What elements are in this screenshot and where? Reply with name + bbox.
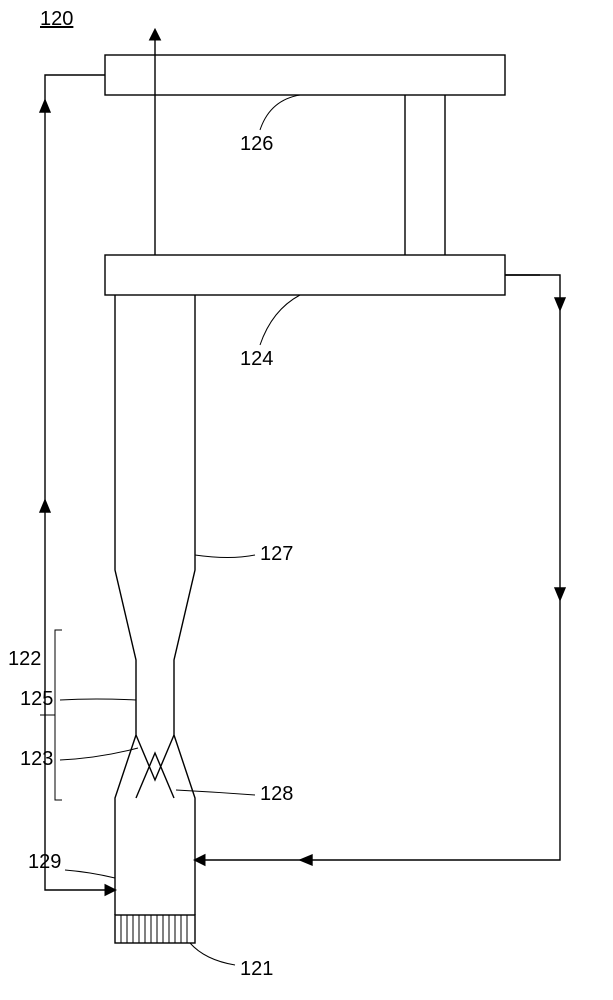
label-120: 120: [40, 8, 73, 30]
label-126: 126: [240, 133, 273, 155]
label-128: 128: [260, 783, 293, 805]
label-122: 122: [8, 648, 41, 670]
label-125: 125: [20, 688, 53, 710]
label-123: 123: [20, 748, 53, 770]
label-121: 121: [240, 958, 273, 980]
label-127: 127: [260, 543, 293, 565]
label-129: 129: [28, 851, 61, 873]
diagram-canvas: 120: [0, 0, 613, 1000]
label-124: 124: [240, 348, 273, 370]
